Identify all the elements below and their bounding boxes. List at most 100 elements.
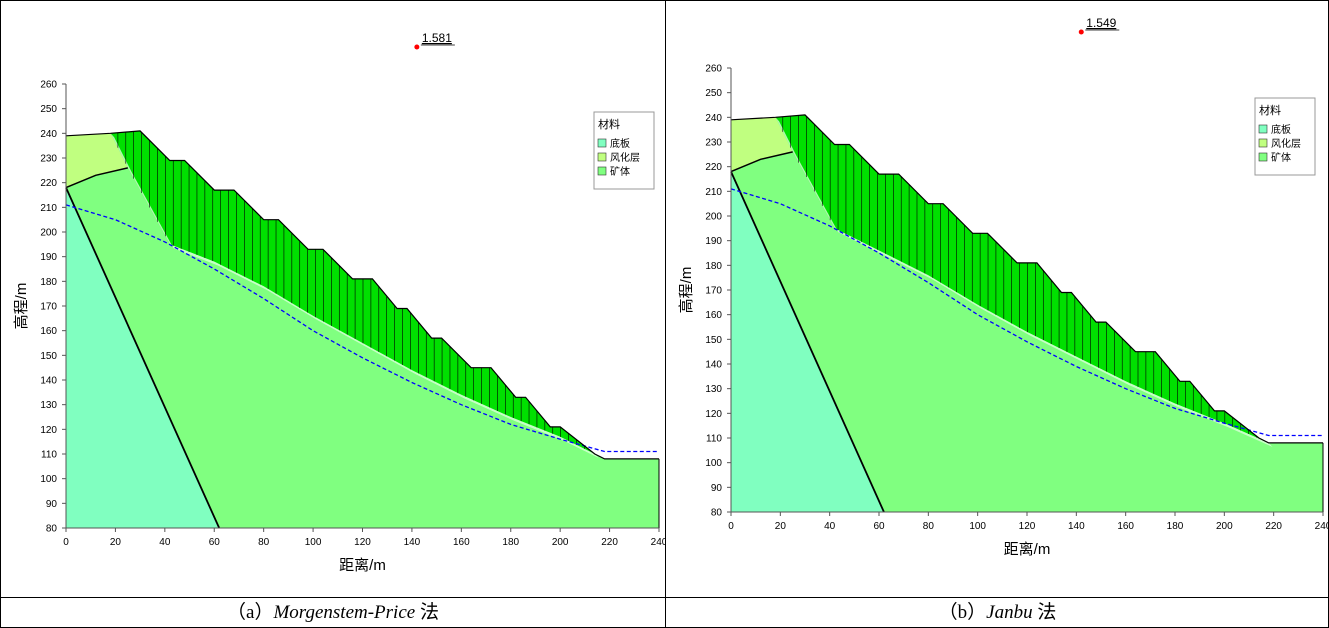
y-tick-label: 100	[40, 474, 57, 485]
y-tick-label: 180	[705, 261, 722, 272]
caption-b: （b）Janbu 法	[666, 598, 1329, 628]
factor-point	[1078, 29, 1084, 35]
legend-item-label: 矿体	[1271, 151, 1291, 164]
legend-item-label: 风化层	[610, 151, 640, 164]
x-tick-label: 220	[1265, 521, 1282, 532]
y-tick-label: 260	[40, 80, 57, 91]
y-tick-label: 110	[41, 450, 57, 461]
floor-boundary	[65, 187, 221, 529]
x-tick-label: 100	[305, 537, 322, 548]
y-tick-label: 250	[40, 104, 57, 115]
legend-swatch	[597, 166, 607, 176]
y-tick-label: 190	[705, 236, 722, 247]
y-tick-label: 200	[40, 228, 57, 239]
x-tick-label: 140	[1068, 521, 1085, 532]
caption-a-prefix: （a）	[227, 602, 274, 623]
x-tick-label: 20	[110, 537, 122, 548]
x-tick-label: 40	[159, 537, 171, 548]
weathered-region	[731, 117, 793, 172]
y-tick-label: 90	[711, 483, 723, 494]
x-tick-label: 120	[1019, 521, 1036, 532]
caption-b-suffix: 法	[1032, 602, 1057, 623]
x-tick-label: 100	[969, 521, 986, 532]
floor-region	[731, 171, 884, 512]
x-tick-label: 0	[728, 521, 734, 532]
y-axis-label: 高程/m	[13, 283, 30, 330]
legend-item-label: 底板	[1271, 123, 1291, 136]
y-tick-label: 150	[40, 351, 57, 362]
y-tick-label: 80	[46, 524, 58, 535]
y-tick-label: 200	[705, 212, 722, 223]
legend-swatch	[597, 152, 607, 162]
legend-swatch	[1258, 152, 1268, 162]
y-tick-label: 190	[40, 252, 57, 263]
legend-title: 材料	[1259, 103, 1281, 117]
slope-diagram-b: 0 20 40 60 80 100 120 140 160 180 200 220 240 80 90 100…	[678, 16, 1329, 558]
x-tick-label: 200	[552, 537, 569, 548]
y-tick-label: 80	[711, 508, 723, 519]
y-tick-label: 130	[705, 384, 722, 395]
ground-surface-line	[730, 114, 1323, 444]
caption-a-method: Morgenstem-Price	[273, 602, 416, 623]
y-tick-label: 90	[46, 499, 58, 510]
x-tick-label: 40	[824, 521, 836, 532]
y-axis-label: 高程/m	[678, 267, 695, 314]
y-tick-label: 150	[705, 335, 722, 346]
y-tick-label: 120	[705, 409, 722, 420]
legend-item-label: 风化层	[1271, 137, 1301, 150]
x-tick-label: 60	[209, 537, 221, 548]
y-tick-label: 240	[705, 113, 722, 124]
weathered-base-line	[730, 151, 793, 173]
caption-b-prefix: （b）	[938, 602, 987, 623]
x-tick-label: 220	[601, 537, 618, 548]
y-tick-label: 110	[706, 434, 722, 445]
legend-item-label: 底板	[610, 137, 630, 150]
legend-swatch	[597, 138, 607, 148]
x-tick-label: 160	[453, 537, 470, 548]
y-tick-label: 210	[705, 187, 722, 198]
legend-item-label: 矿体	[610, 165, 630, 178]
x-tick-label: 120	[354, 537, 371, 548]
slip-mass	[775, 114, 1269, 443]
y-tick-label: 140	[705, 360, 722, 371]
y-tick-label: 210	[40, 203, 57, 214]
slope-diagram-a: 0 20 40 60 80 100 120 140 160 180 200 220 240 80 90 100…	[13, 31, 666, 574]
x-tick-label: 140	[404, 537, 421, 548]
slice-lines	[782, 115, 1257, 438]
y-tick-label: 160	[705, 310, 722, 321]
legend-swatch	[1258, 138, 1268, 148]
water-table-line	[730, 188, 1323, 437]
y-tick-label: 180	[40, 277, 57, 288]
x-tick-label: 0	[63, 537, 69, 548]
caption-a-suffix: 法	[415, 602, 439, 623]
x-tick-label: 160	[1117, 521, 1134, 532]
y-tick-label: 170	[705, 286, 722, 297]
floor-boundary	[730, 171, 885, 513]
y-tick-label: 120	[40, 425, 57, 436]
slice-lines	[117, 131, 585, 449]
x-tick-label: 200	[1216, 521, 1233, 532]
y-tick-label: 130	[40, 400, 57, 411]
y-tick-label: 220	[705, 162, 722, 173]
legend-title: 材料	[598, 117, 620, 131]
y-tick-label: 240	[40, 129, 57, 140]
caption-a: （a）Morgenstem-Price 法	[0, 598, 666, 628]
ground-surface-line	[65, 130, 659, 460]
weathered-base-line	[65, 167, 128, 189]
x-tick-label: 240	[651, 537, 666, 548]
y-tick-label: 220	[40, 178, 57, 189]
x-tick-label: 80	[923, 521, 935, 532]
y-tick-label: 100	[705, 458, 722, 469]
legend-box	[1254, 97, 1316, 176]
y-tick-label: 250	[705, 88, 722, 99]
water-table-line	[65, 204, 659, 453]
legend-box	[593, 111, 655, 190]
y-tick-label: 160	[40, 326, 57, 337]
weathered-region	[66, 133, 128, 188]
x-tick-label: 80	[258, 537, 270, 548]
x-axis-label: 距离/m	[339, 557, 386, 574]
factor-label: 1.549	[1086, 16, 1116, 30]
